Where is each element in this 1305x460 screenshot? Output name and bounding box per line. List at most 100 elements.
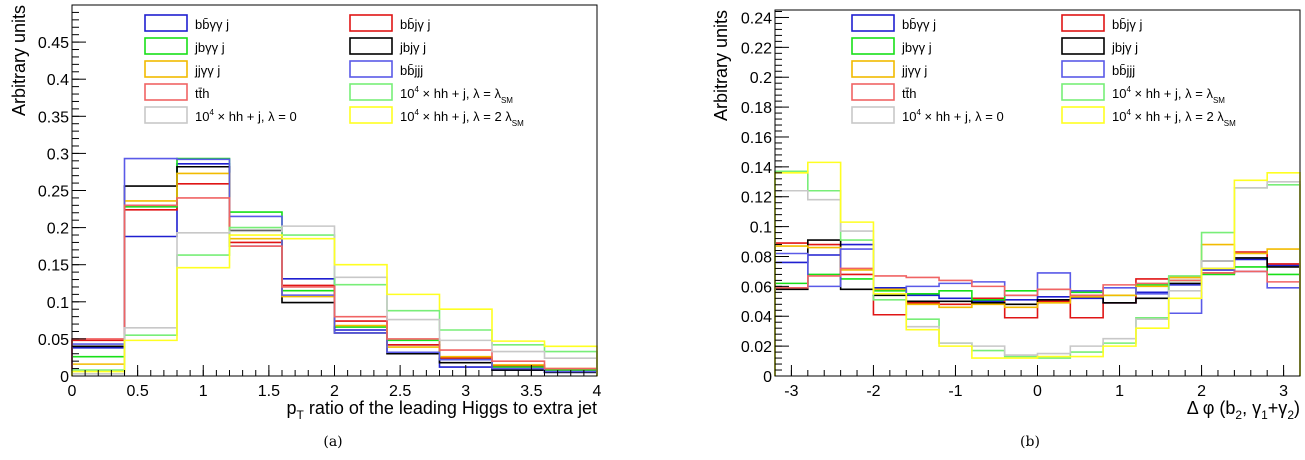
histogram-b-jj-j: [774, 243, 1301, 376]
legend-entry-b-10-4-hh-j-sm: 104 × hh + j, λ = λSM: [1061, 83, 1225, 105]
legend-label: 104 × hh + j, λ = λSM: [400, 85, 513, 105]
y-tick-label-a: 0.3: [47, 146, 69, 163]
x-tick-label-a: 2: [330, 383, 339, 400]
legend-entry-b-10-4-hh-j-0: 104 × hh + j, λ = 0: [851, 106, 1004, 124]
y-tick-label-a: 0.15: [38, 258, 69, 275]
y-tick-label-a: 0.2: [47, 221, 69, 238]
x-tick-label-a: 3.5: [520, 383, 542, 400]
legend-label: 104 × hh + j, λ = λSM: [1112, 85, 1225, 105]
x-tick-label-b: 2: [1197, 383, 1206, 400]
x-tick-label-a: 2.5: [389, 383, 411, 400]
legend-swatch: [349, 14, 393, 32]
legend-label: bb̄jγ j: [1112, 17, 1142, 32]
x-axis-label-a: pT ratio of the leading Higgs to extra j…: [286, 398, 597, 422]
legend-label: 104 × hh + j, λ = 0: [902, 108, 1004, 124]
histograms-b: [774, 161, 1301, 376]
legend-label: jjγγ j: [194, 63, 220, 78]
legend-swatch: [851, 83, 895, 101]
legend-swatch: [851, 106, 895, 124]
legend-swatch: [144, 14, 188, 32]
legend-entry-a-10-4-hh-j-2-sm: 104 × hh + j, λ = 2 λSM: [349, 106, 524, 128]
legend-swatch: [1061, 83, 1105, 101]
panel-b: -3 -2 -1 0 1 2 3 0 0.02 0.04 0.06 0.08 0.1 0.12 0.14 0.…: [711, 9, 1301, 450]
legend-entry-b-bb-j-j: bb̄jγ j: [1061, 14, 1142, 32]
x-tick-label-b: 0: [1033, 383, 1042, 400]
legend-swatch: [1061, 14, 1105, 32]
y-tick-label-a: 0: [60, 369, 69, 386]
x-tick-label-a: 3: [461, 383, 470, 400]
legend-entry-a-bb-j-j: bb̄jγ j: [349, 14, 430, 32]
legend-swatch: [1061, 106, 1105, 124]
caption-b: (b): [1020, 434, 1040, 450]
legend-label: 104 × hh + j, λ = 2 λSM: [400, 108, 524, 128]
x-tick-label-a: 4: [593, 383, 602, 400]
legend-label: bb̄jjj: [400, 63, 423, 78]
histogram-a-10-4-hh-j-2-sm: [71, 234, 598, 376]
legend-swatch: [851, 14, 895, 32]
axes-a: 0 0.5 1 1.5 2 2.5 3 3.5 4 0 0.05 0.1 0.15 0.2 0.25 0.3 0…: [38, 4, 602, 400]
legend-entry-a-jb-j: jbγγ j: [144, 37, 225, 55]
x-tick-label-b: -1: [948, 383, 962, 400]
legend-label: bb̄jγ j: [400, 17, 430, 32]
y-tick-label-a: 0.45: [38, 35, 69, 52]
legend-b: bb̄γγ j jbγγ j jjγγ j tt̄h 104 × hh + j, λ =…: [851, 14, 1236, 128]
legend-label: bb̄γγ j: [195, 17, 229, 32]
y-tick-label-b: 0.2: [750, 70, 772, 87]
legend-label: jbjγ j: [1111, 40, 1138, 55]
legend-entry-b-10-4-hh-j-2-sm: 104 × hh + j, λ = 2 λSM: [1061, 106, 1236, 128]
legend-swatch: [144, 60, 188, 78]
x-axis-label-b: Δ φ (b2, γ1+γ2): [1187, 398, 1300, 422]
x-tick-label-b: -2: [866, 383, 880, 400]
legend-a: bb̄γγ j jbγγ j jjγγ j tt̄h 104 × hh + j, λ =…: [144, 14, 524, 128]
legend-swatch: [144, 83, 188, 101]
legend-label: jbjγ j: [399, 40, 426, 55]
y-axis-label-b: Arbitrary units: [711, 10, 731, 121]
legend-swatch: [1061, 37, 1105, 55]
legend-label: jbγγ j: [901, 40, 932, 55]
y-tick-label-b: 0.16: [741, 130, 772, 147]
legend-label: jbγγ j: [194, 40, 225, 55]
y-tick-label-a: 0.4: [47, 72, 69, 89]
y-tick-label-b: 0.24: [741, 10, 772, 27]
legend-label: 104 × hh + j, λ = 2 λSM: [1112, 108, 1236, 128]
x-tick-label-a: 0: [68, 383, 77, 400]
legend-entry-b-tt-h: tt̄h: [851, 83, 916, 101]
y-tick-label-b: 0.18: [741, 100, 772, 117]
y-tick-label-b: 0.12: [741, 190, 772, 207]
legend-entry-a-10-4-hh-j-0: 104 × hh + j, λ = 0: [144, 106, 297, 124]
histogram-a-tt-h: [71, 197, 598, 376]
legend-swatch: [349, 106, 393, 124]
legend-label: bb̄γγ j: [902, 17, 936, 32]
y-tick-label-b: 0.08: [741, 249, 772, 266]
legend-swatch: [349, 60, 393, 78]
y-tick-label-b: 0.02: [741, 339, 772, 356]
legend-label: jjγγ j: [901, 63, 927, 78]
legend-label: tt̄h: [902, 86, 916, 101]
legend-entry-b-jbj-j: jbjγ j: [1061, 37, 1138, 55]
legend-swatch: [349, 37, 393, 55]
y-tick-label-b: 0.14: [741, 160, 772, 177]
y-tick-label-a: 0.25: [38, 184, 69, 201]
legend-entry-a-jj-j: jjγγ j: [144, 60, 220, 78]
legend-swatch: [851, 60, 895, 78]
panel-a: 0 0.5 1 1.5 2 2.5 3 3.5 4 0 0.05 0.1 0.15 0.2 0.25 0.3 0…: [9, 4, 602, 450]
y-tick-label-a: 0.35: [38, 109, 69, 126]
legend-swatch: [144, 106, 188, 124]
x-tick-label-a: 1: [199, 383, 208, 400]
y-tick-label-b: 0.22: [741, 40, 772, 57]
legend-swatch: [349, 83, 393, 101]
axes-b: -3 -2 -1 0 1 2 3 0 0.02 0.04 0.06 0.08 0.1 0.12 0.14 0.…: [741, 10, 1301, 400]
legend-label: bb̄jjj: [1112, 63, 1135, 78]
legend-swatch: [851, 37, 895, 55]
y-tick-label-a: 0.05: [38, 332, 69, 349]
legend-label: tt̄h: [195, 86, 209, 101]
y-tick-label-b: 0.1: [750, 220, 772, 237]
legend-entry-a-bb-jjj: bb̄jjj: [349, 60, 423, 78]
histogram-b-tt-h: [774, 267, 1301, 376]
histogram-b-bb-j: [774, 243, 1301, 376]
legend-entry-a-10-4-hh-j-sm: 104 × hh + j, λ = λSM: [349, 83, 513, 105]
histogram-b-10-4-hh-j-2-sm: [774, 161, 1301, 376]
legend-entry-a-bb-j: bb̄γγ j: [144, 14, 229, 32]
histograms-a: [71, 157, 598, 376]
